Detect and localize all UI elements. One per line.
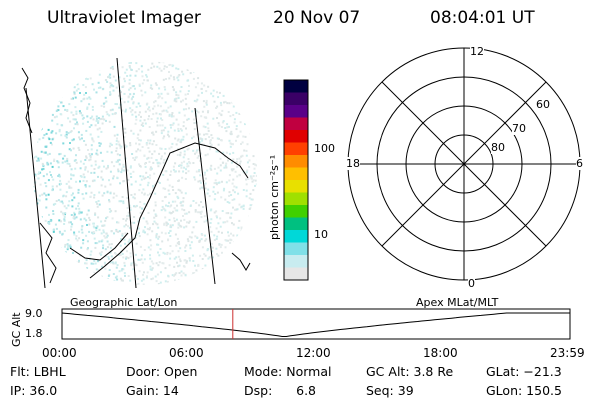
instrument-title: Ultraviolet Imager — [47, 8, 201, 28]
colorbar-tick-100: 100 — [314, 142, 335, 155]
timeline-frame — [61, 308, 571, 340]
altitude-curve — [61, 312, 570, 337]
mlt-label-0: 0 — [468, 277, 475, 290]
colorbar-stripe — [284, 180, 308, 193]
filter-value: Flt: LBHL — [10, 364, 66, 379]
mode-value: Mode: Normal — [244, 364, 332, 379]
colorbar-tick-10: 10 — [314, 228, 328, 241]
polar-mlt-grid — [347, 47, 581, 281]
colorbar-stripe — [284, 105, 308, 118]
timeline-right-label: Apex MLat/MLT — [416, 296, 499, 309]
meridian-line-1 — [25, 87, 46, 289]
timeline-x-tick-0000: 00:00 — [42, 346, 77, 360]
coastline-and-grid — [21, 57, 251, 289]
ip-value: IP: 36.0 — [10, 383, 58, 398]
colorbar-stripe — [284, 242, 308, 256]
timeline-x-tick-0600: 06:00 — [169, 346, 204, 360]
polar-diagonal-2 — [381, 81, 547, 247]
timeline-axis-title: GC Alt — [10, 312, 23, 347]
colorbar-stripe — [284, 192, 308, 206]
gc-alt-value: GC Alt: 3.8 Re — [366, 364, 454, 379]
colorbar-stripe — [284, 267, 308, 281]
colorbar-stripe — [284, 167, 308, 181]
mlt-label-6: 6 — [576, 157, 583, 170]
coastline-3 — [89, 142, 249, 279]
meridian-line-2 — [116, 57, 137, 289]
colorbar-stripe — [284, 230, 308, 243]
door-value: Door: Open — [126, 364, 198, 379]
uv-image-panel — [21, 57, 257, 289]
lat-label-80: 80 — [491, 141, 505, 154]
colorbar-border — [283, 79, 309, 281]
coastline-2 — [39, 222, 57, 284]
colorbar-stripe — [284, 117, 308, 131]
colorbar-stripe — [284, 130, 308, 143]
timeline-x-tick-1800: 18:00 — [423, 346, 458, 360]
colorbar-unit-label: photon cm⁻²s⁻¹ — [268, 154, 281, 240]
colorbar-stripe — [284, 80, 308, 93]
coastline-4 — [69, 232, 129, 261]
timeline-x-tick-1200: 12:00 — [296, 346, 331, 360]
timeline-left-label: Geographic Lat/Lon — [70, 296, 178, 309]
mlt-label-12: 12 — [470, 45, 484, 58]
time-label: 08:04:01 UT — [430, 8, 535, 28]
lat-label-60: 60 — [536, 98, 550, 111]
coastline-5 — [231, 252, 251, 271]
glon-value: GLon: 150.5 — [486, 383, 562, 398]
timeline-x-tick-2359: 23:59 — [550, 346, 585, 360]
meridian-line-3 — [194, 107, 216, 285]
date-label: 20 Nov 07 — [273, 8, 361, 28]
glat-value: GLat: −21.3 — [486, 364, 562, 379]
colorbar-stripe — [284, 217, 308, 231]
mlt-label-18: 18 — [346, 157, 360, 170]
coastline-1 — [21, 67, 33, 134]
lat-label-70: 70 — [512, 122, 526, 135]
colorbar-stripe — [284, 205, 308, 218]
gain-value: Gain: 14 — [126, 383, 179, 398]
color-scale-bar — [283, 79, 309, 281]
colorbar-stripe — [284, 255, 308, 268]
aurora-speckle — [33, 61, 257, 285]
colorbar-stripe — [284, 142, 308, 156]
dsp-value: Dsp: 6.8 — [244, 383, 317, 398]
altitude-timeline-plot — [61, 308, 571, 340]
timeline-y-tick-low: 1.8 — [25, 327, 43, 340]
timeline-y-tick-high: 9.0 — [25, 307, 43, 320]
colorbar-stripe — [284, 92, 308, 106]
seq-value: Seq: 39 — [366, 383, 414, 398]
colorbar-stripe — [284, 155, 308, 168]
